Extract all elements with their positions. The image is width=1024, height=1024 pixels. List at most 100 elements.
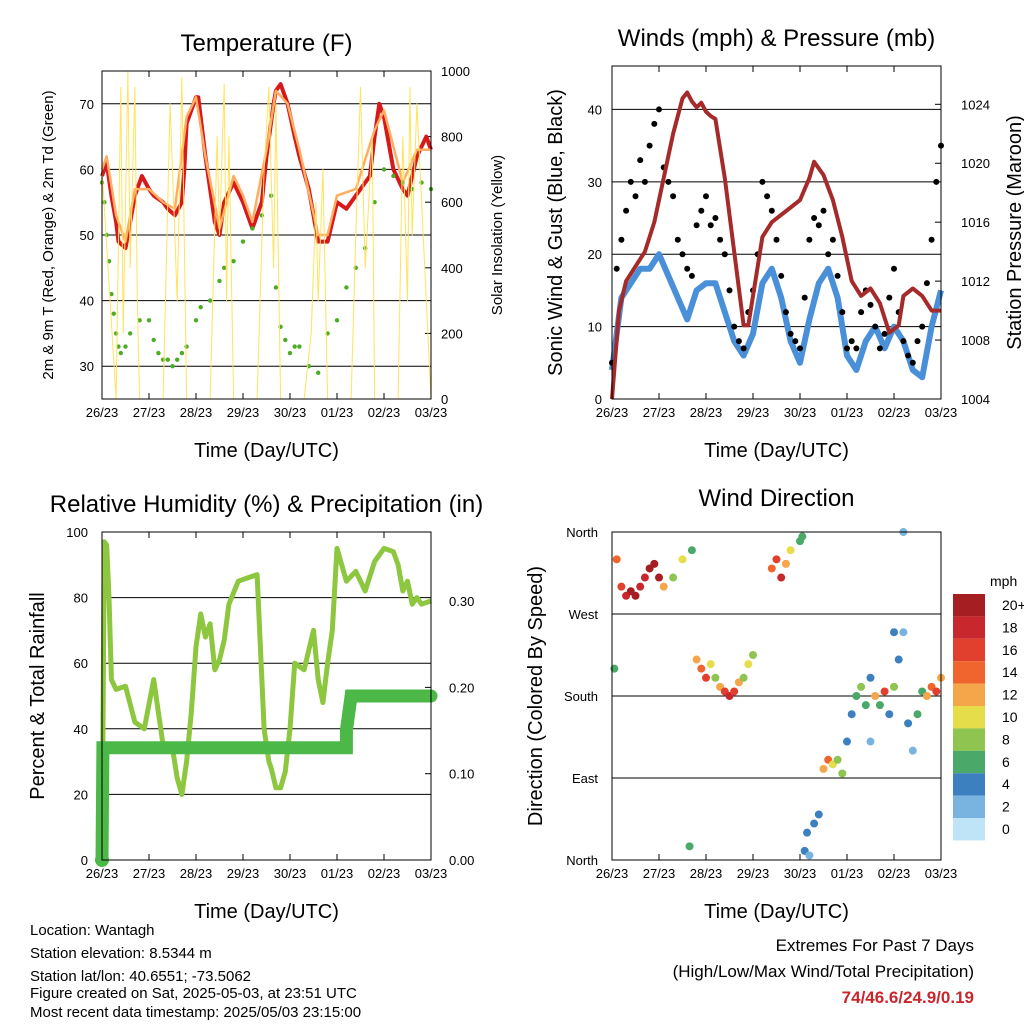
recent-data-text: Most recent data timestamp: 2025/05/03 2…	[30, 1004, 362, 1021]
colorbar-title: mph	[990, 573, 1017, 589]
wind-xtick-label: 02/23	[878, 405, 911, 420]
dir-point	[669, 573, 678, 582]
dir-title: Wind Direction	[698, 485, 854, 512]
wind-gust-point	[933, 178, 940, 185]
dir-point	[744, 660, 753, 669]
temp-td-point	[179, 350, 185, 356]
wind-gust-point	[848, 338, 855, 345]
temp-ytick-right-label: 400	[441, 261, 463, 276]
dir-ytick-label: South	[564, 689, 598, 704]
dir-point	[650, 559, 659, 568]
rh-xtick-label: 29/23	[227, 866, 260, 881]
wind-ytick-label: 40	[588, 102, 602, 117]
dir-point	[678, 555, 687, 564]
temp-td-point	[175, 357, 180, 362]
dir-xtick-label: 01/23	[831, 866, 864, 881]
rh-xtick-label: 27/23	[133, 866, 166, 881]
colorbar-label: 18	[1002, 619, 1018, 635]
temp-td-point	[334, 318, 340, 323]
wind-gust-point	[731, 323, 738, 330]
wind-gust-point	[712, 215, 719, 222]
wind-gust-point	[858, 309, 865, 316]
temp-td-point	[381, 167, 387, 172]
temp-ytick-right-label: 200	[441, 326, 463, 341]
wind-ytick-label: 20	[588, 247, 602, 262]
elevation-text: Station elevation: 8.5344 m	[30, 945, 212, 962]
wind-gust-point	[759, 178, 766, 185]
dir-point	[922, 692, 931, 700]
temp-title: Temperature (F)	[180, 30, 352, 57]
wind-plot-frame	[611, 65, 942, 400]
colorbar-swatch	[953, 795, 985, 818]
temp-ytick-right-label: 600	[441, 195, 463, 210]
temp-xtick-label: 27/23	[133, 405, 166, 420]
wind-ylabel: Sonic Wind & Gust (Blue, Black)	[545, 89, 567, 376]
dir-point	[852, 692, 861, 700]
temp-td-point	[240, 239, 246, 244]
wind-gust-point	[829, 236, 836, 243]
dir-point	[692, 655, 701, 664]
wind-gust-point	[797, 345, 803, 352]
temp-td-point	[170, 364, 175, 369]
wind-ytick-right-label: 1012	[961, 274, 990, 289]
temp-td-point	[193, 318, 199, 323]
dir-ytick-label: North	[566, 525, 598, 540]
created-text: Figure created on Sat, 2025-05-03, at 23…	[30, 985, 357, 1002]
wind-gust-point	[853, 345, 860, 352]
wind-gust-point	[806, 236, 813, 243]
temp-td-point	[123, 344, 128, 349]
wind-gust-point	[721, 251, 728, 258]
colorbar-label: 14	[1002, 664, 1018, 680]
temp-td-point	[113, 331, 119, 336]
wind-gust-point	[764, 193, 771, 200]
wind-gust-point	[815, 222, 822, 229]
dir-point	[857, 682, 866, 691]
temp-td-point	[283, 337, 288, 343]
dir-point	[932, 687, 941, 696]
wind-gust-point	[909, 359, 916, 366]
dir-point	[640, 573, 649, 582]
temp-td-point	[165, 357, 170, 362]
rh-ytick-label: 20	[74, 787, 88, 802]
dir-point	[871, 692, 880, 700]
wind-ylabel-right: Station Pressure (Maroon)	[1004, 115, 1024, 350]
dir-point	[749, 651, 757, 659]
temp-td-point	[297, 344, 302, 349]
wind-gust-point	[632, 193, 639, 200]
wind-gust-point	[693, 222, 700, 229]
wind-xtick-label: 30/23	[784, 405, 817, 420]
temp-td-point	[222, 265, 227, 270]
wind-gust-point	[844, 345, 850, 352]
rh-ylabel: Percent & Total Rainfall	[27, 592, 49, 800]
colorbar-label: 16	[1002, 642, 1018, 658]
temp-td-point	[198, 304, 203, 310]
temp-td-point	[151, 337, 156, 343]
temp-td-point	[344, 285, 349, 290]
dir-ytick-label: East	[572, 771, 598, 786]
temp-td-point	[419, 180, 424, 185]
colorbar-swatch	[953, 594, 985, 617]
extremes-subtitle: (High/Low/Max Wind/Total Precipitation)	[672, 962, 974, 981]
temp-td-point	[292, 344, 297, 349]
colorbar-swatch	[953, 706, 985, 729]
dir-point	[631, 591, 640, 600]
dir-point	[659, 582, 668, 591]
dir-xtick-label: 28/23	[690, 866, 723, 881]
dir-ylabel: Direction (Colored By Speed)	[525, 566, 547, 826]
dir-point	[838, 769, 847, 778]
wind-ytick-right-label: 1016	[961, 215, 990, 230]
colorbar-label: 4	[1002, 776, 1010, 792]
colorbar-label: 10	[1002, 709, 1018, 725]
wind-gust-point	[726, 287, 733, 294]
dir-point	[819, 764, 828, 773]
dir-point	[781, 559, 790, 568]
location-text: Location: Wantagh	[30, 922, 155, 939]
rh-ytick-label: 80	[74, 591, 88, 606]
wind-gust-point	[698, 207, 705, 214]
temp-xtick-label: 03/23	[415, 405, 448, 420]
wind-gust-point	[717, 236, 724, 243]
colorbar-swatch	[953, 638, 985, 662]
dir-xtick-label: 03/23	[925, 866, 958, 881]
temp-td-point	[316, 370, 321, 375]
